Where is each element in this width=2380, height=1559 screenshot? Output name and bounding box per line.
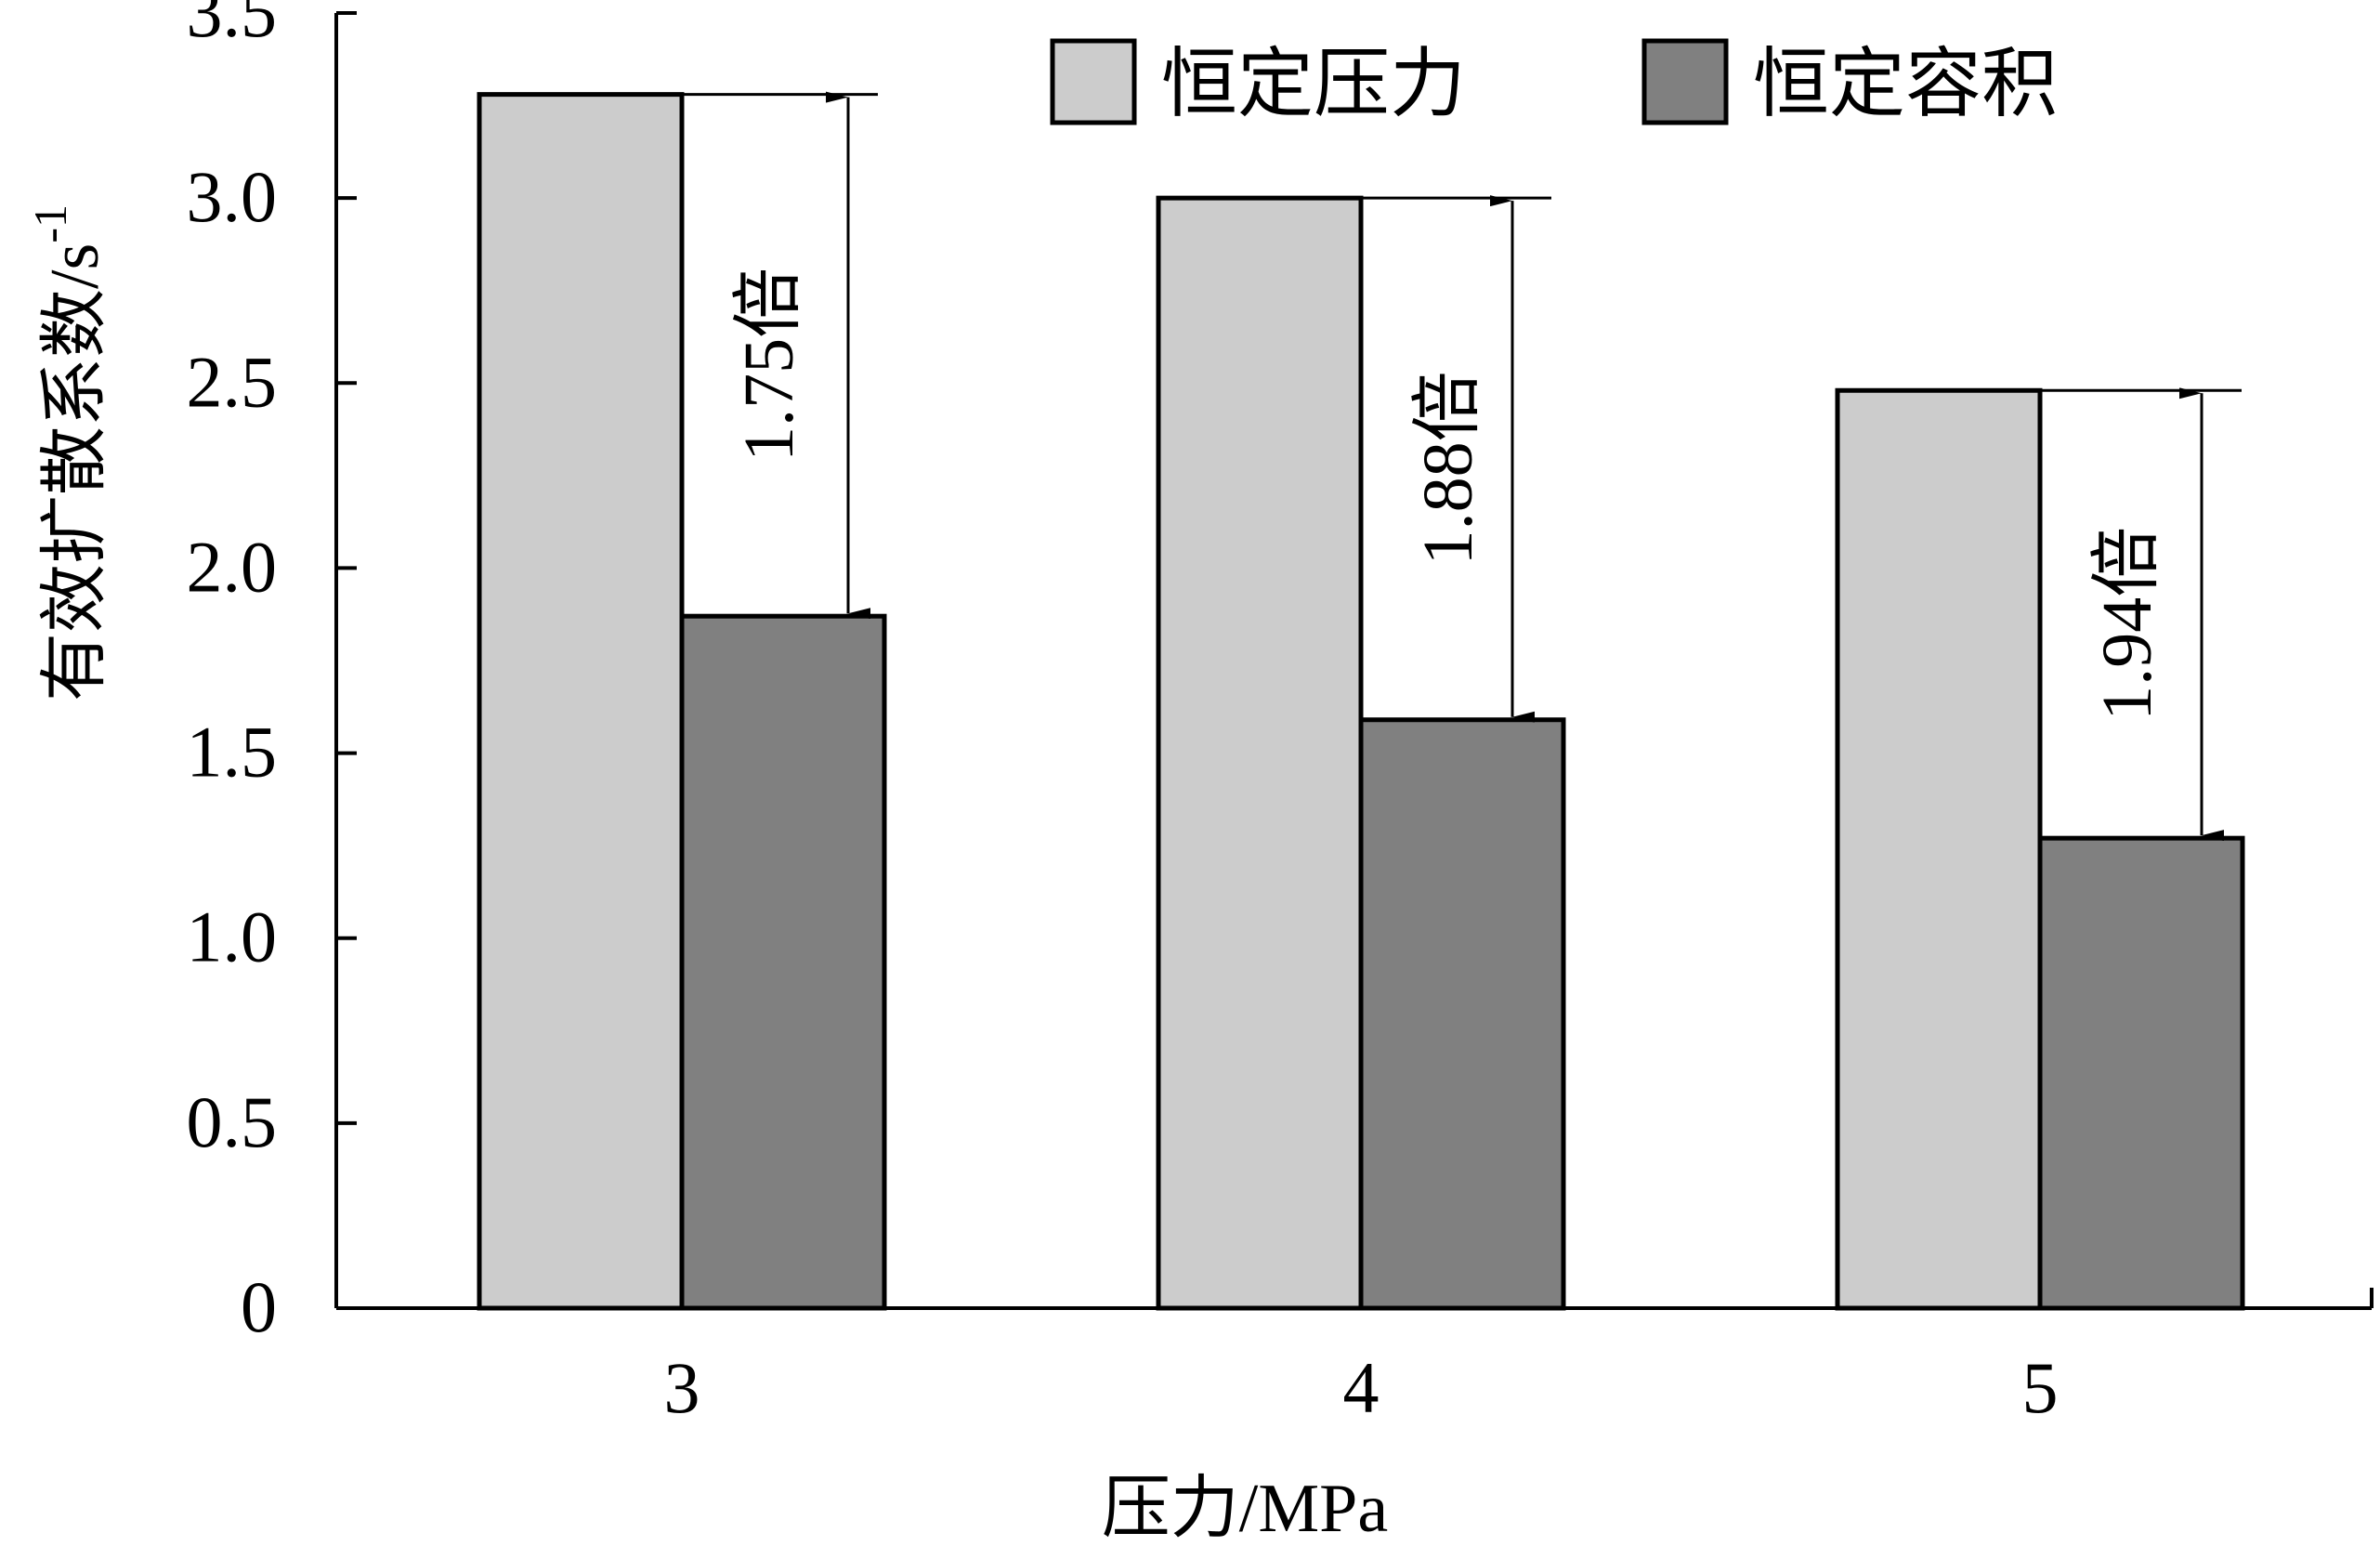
ratio-label: 1.88倍 [1409, 371, 1487, 565]
y-tick-label: 3.0 [187, 156, 278, 237]
legend-swatch [1050, 38, 1137, 125]
y-tick-label: 3.5 [187, 0, 278, 52]
axes: 0 0.5 1.0 1.5 2.0 2.5 3.0 3.5 3 4 5 [187, 0, 2373, 1428]
ratio-label: 1.94倍 [2088, 527, 2166, 721]
bars [477, 92, 2245, 1311]
y-tick-label: 0 [241, 1266, 277, 1347]
y-tick-label: 2.5 [187, 341, 278, 422]
legend: 恒定压力 恒定容积 [1050, 38, 2058, 126]
ratio-label: 1.75倍 [730, 268, 808, 462]
y-tick-label: 1.5 [187, 712, 278, 793]
legend-swatch [1641, 38, 1729, 125]
bar-constant-volume-3 [679, 613, 887, 1311]
bar-constant-pressure-4 [1156, 195, 1364, 1311]
legend-label: 恒定压力 [1161, 42, 1466, 126]
legend-label: 恒定容积 [1753, 42, 2058, 126]
annotations: 1.75倍 1.88倍 1.94倍 [479, 91, 2242, 842]
x-axis-label: 压力/MPa [1102, 1471, 1388, 1547]
bar-constant-pressure-3 [477, 92, 685, 1311]
bar-constant-pressure-5 [1835, 387, 2043, 1311]
y-axis-label: 有效扩散系数/s-1 [24, 204, 113, 701]
x-tick-label: 3 [664, 1347, 700, 1428]
y-tick-label: 0.5 [187, 1081, 278, 1162]
bar-constant-volume-5 [2037, 835, 2245, 1311]
y-tick-label: 1.0 [187, 897, 278, 977]
y-tick-label: 2.0 [187, 526, 278, 607]
bar-constant-volume-4 [1358, 717, 1566, 1311]
x-tick-label: 4 [1343, 1347, 1380, 1428]
x-tick-label: 5 [2022, 1347, 2059, 1428]
